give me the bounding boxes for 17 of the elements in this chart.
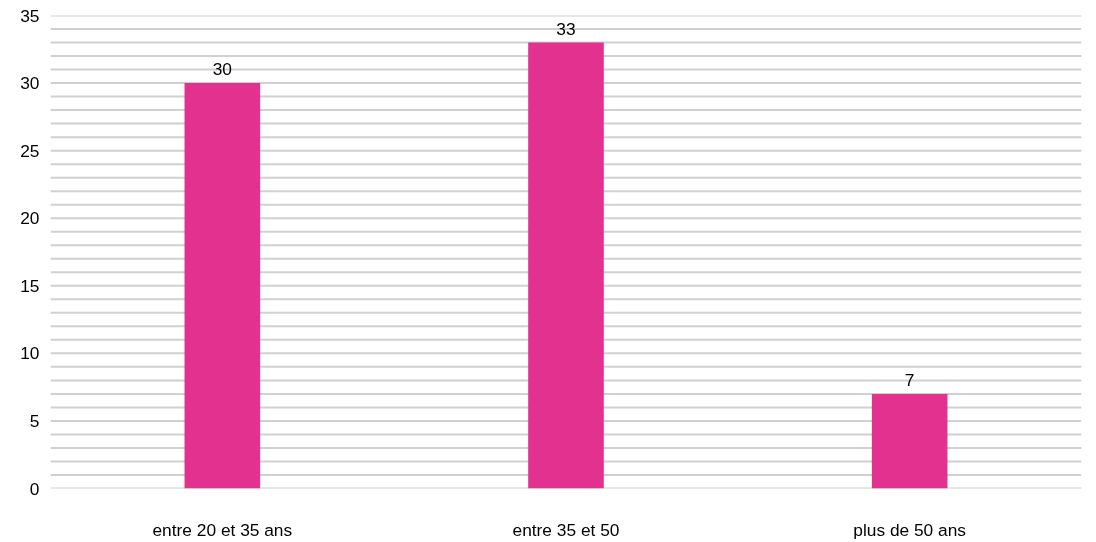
y-tick-label: 30: [20, 73, 40, 94]
y-tick-label: 10: [20, 343, 40, 364]
y-tick-label: 0: [29, 478, 40, 499]
bar: [528, 42, 604, 489]
bar: [871, 393, 948, 489]
bar: [184, 83, 261, 489]
y-tick-label: 5: [29, 410, 40, 431]
y-tick-label: 15: [20, 275, 40, 296]
data-label: 30: [212, 59, 232, 80]
x-tick-label: entre 35 et 50: [512, 519, 620, 540]
data-label: 33: [556, 18, 576, 39]
data-label: 7: [904, 369, 915, 390]
x-tick-label: entre 20 et 35 ans: [152, 519, 293, 540]
y-tick-label: 35: [20, 5, 40, 26]
x-tick-label: plus de 50 ans: [853, 519, 967, 540]
y-tick-label: 20: [20, 208, 40, 229]
y-tick-label: 25: [20, 140, 40, 161]
